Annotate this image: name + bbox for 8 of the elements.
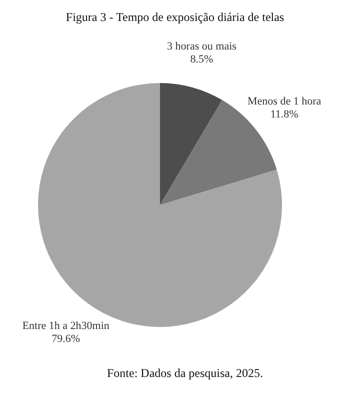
data-label: 79.6% [52, 332, 80, 345]
slice-label: Entre 1h a 2h30min [22, 320, 110, 332]
slice-label: Menos de 1 hora [248, 95, 322, 108]
data-label: 8.5% [190, 54, 214, 66]
source-note: Fonte: Dados da pesquisa, 2025. [106, 366, 264, 381]
chart-title: Figura 3 - Tempo de exposição diária de telas [64, 9, 286, 26]
slice-label: 3 horas ou mais [167, 40, 236, 52]
data-label: 11.8% [270, 108, 298, 120]
